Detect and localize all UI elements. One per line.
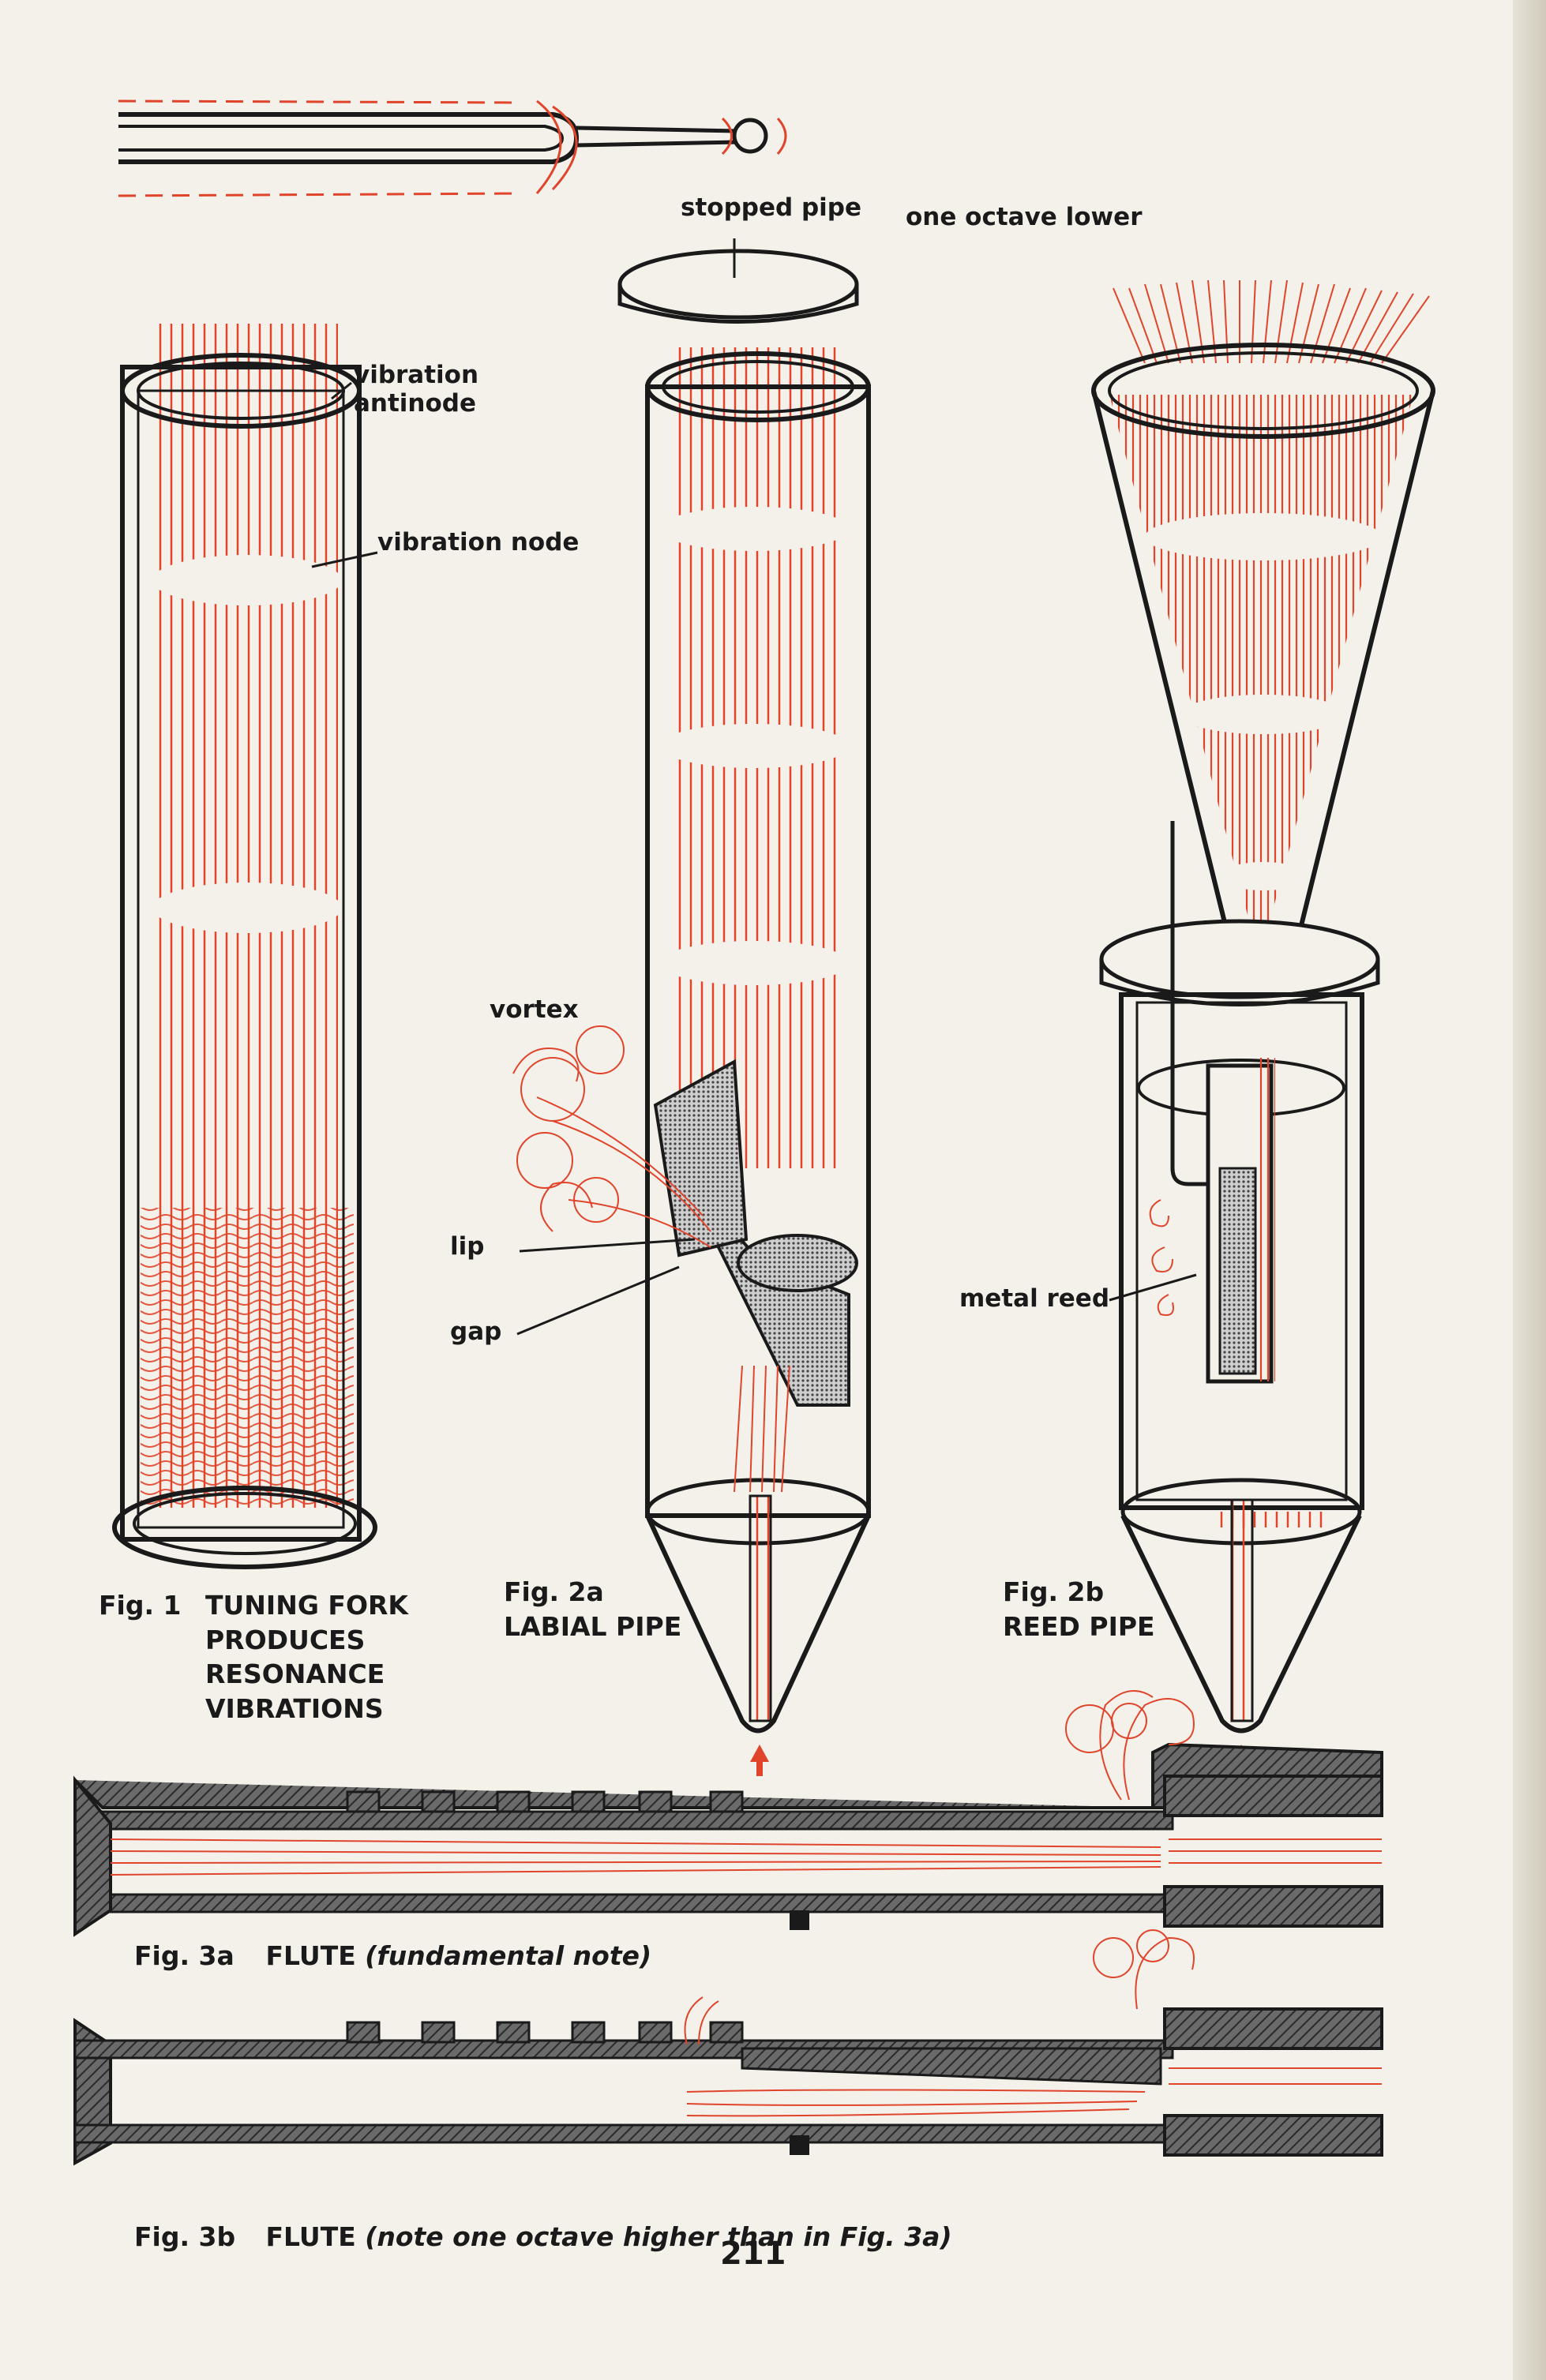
fig2a-text: LABIAL PIPE [504,1610,682,1642]
fig3a-number: Fig. 3a [134,1940,235,1971]
fig3a-note: (fundamental note) [365,1940,652,1971]
label-vibration-node: vibration node [377,528,580,557]
caption-fig3a: Fig. 3a FLUTE (fundamental note) [134,1939,651,1973]
fig2b-number: Fig. 2b [1003,1576,1105,1607]
label-lip: lip [450,1232,485,1261]
fig2b-reed-pipe [1091,279,1435,1733]
fig3a-flute [73,1690,1383,1937]
fig2b-text: REED PIPE [1003,1610,1155,1642]
label-one-octave-lower: one octave lower [906,203,1143,231]
fig1-line-2: PRODUCES [205,1624,366,1655]
label-metal-reed: metal reed [959,1284,1110,1313]
fig3a-title: FLUTE [265,1940,356,1971]
leader-lines [311,238,1197,1336]
page-edge [1513,0,1546,2380]
label-gap: gap [450,1317,502,1346]
fig1-line-3: RESONANCE [205,1659,385,1690]
label-vibration-antinode: vibration antinode [354,361,479,418]
fig2a-labial-pipe [512,249,871,1733]
fig3b-title: FLUTE [265,2221,356,2252]
fig1-number: Fig. 1 [99,1590,182,1621]
fig1-line-1: TUNING FORK [205,1590,408,1621]
caption-fig1: Fig. 1 TUNING FORK PRODUCES RESONANCE VI… [99,1588,408,1726]
fig3b-flute [73,1929,1383,2166]
caption-fig3b: Fig. 3b FLUTE (note one octave higher th… [134,2220,952,2254]
caption-fig2b: Fig. 2b REED PIPE [1003,1575,1155,1644]
page-number: 211 [720,2236,786,2272]
fig1-resonance-tube [112,324,377,1569]
label-stopped-pipe: stopped pipe [681,193,861,222]
fig2a-number: Fig. 2a [504,1576,604,1607]
tuning-fork [118,99,787,197]
caption-fig2a: Fig. 2a LABIAL PIPE [504,1575,681,1644]
label-vortex: vortex [490,995,579,1024]
fig3b-note: (note one octave higher than in Fig. 3a) [365,2221,952,2252]
fig3b-number: Fig. 3b [134,2221,236,2252]
fig1-line-4: VIBRATIONS [205,1692,384,1724]
